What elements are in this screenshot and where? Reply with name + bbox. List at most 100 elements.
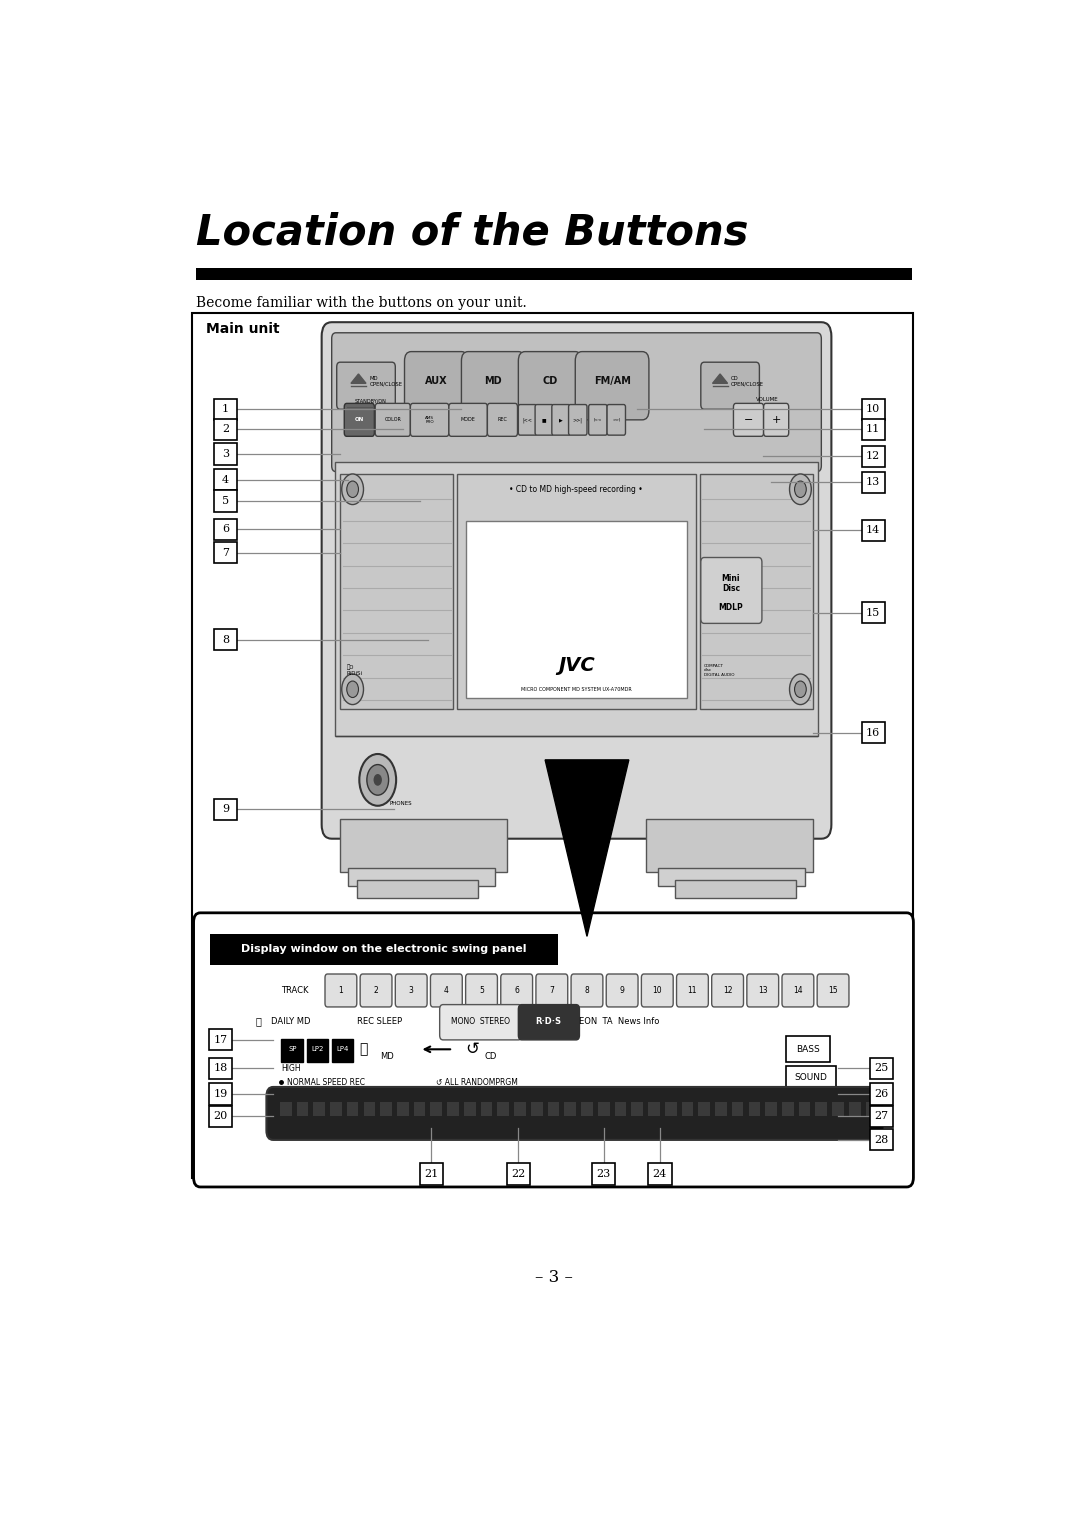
Text: CD: CD	[485, 1051, 497, 1060]
FancyBboxPatch shape	[208, 1030, 232, 1050]
Text: 6: 6	[514, 986, 519, 995]
Text: 21: 21	[424, 1169, 438, 1180]
FancyBboxPatch shape	[571, 973, 603, 1007]
FancyBboxPatch shape	[332, 1039, 353, 1062]
Text: 9: 9	[620, 986, 624, 995]
Polygon shape	[545, 759, 629, 937]
FancyBboxPatch shape	[322, 322, 832, 839]
Text: >>|: >>|	[612, 417, 621, 422]
Bar	[397, 1102, 408, 1117]
Circle shape	[789, 674, 811, 704]
FancyBboxPatch shape	[862, 419, 885, 440]
Text: |<<: |<<	[523, 417, 532, 423]
Text: 23: 23	[596, 1169, 611, 1180]
Text: 11: 11	[866, 425, 880, 434]
Text: 10: 10	[652, 986, 662, 995]
Text: 28: 28	[875, 1135, 889, 1144]
FancyBboxPatch shape	[208, 1083, 232, 1105]
FancyBboxPatch shape	[862, 446, 885, 468]
Circle shape	[347, 481, 359, 498]
Text: ON: ON	[354, 417, 364, 422]
Text: 12: 12	[723, 986, 732, 995]
Circle shape	[367, 764, 389, 795]
Bar	[833, 1102, 843, 1117]
FancyBboxPatch shape	[208, 1057, 232, 1079]
Text: MONO  STEREO: MONO STEREO	[451, 1016, 510, 1025]
Text: 26: 26	[875, 1089, 889, 1099]
FancyBboxPatch shape	[818, 973, 849, 1007]
Text: 9: 9	[221, 804, 229, 814]
FancyBboxPatch shape	[501, 973, 532, 1007]
Text: LP4: LP4	[336, 1047, 349, 1053]
Text: +: +	[771, 414, 781, 425]
Text: 4: 4	[444, 986, 449, 995]
FancyBboxPatch shape	[214, 799, 238, 821]
FancyBboxPatch shape	[345, 403, 375, 437]
Text: MODE: MODE	[461, 417, 475, 422]
FancyBboxPatch shape	[786, 1036, 829, 1062]
Polygon shape	[351, 374, 366, 384]
FancyBboxPatch shape	[862, 723, 885, 744]
Text: 3: 3	[408, 986, 414, 995]
FancyBboxPatch shape	[518, 405, 537, 435]
Text: |<<: |<<	[594, 417, 602, 422]
Circle shape	[795, 481, 807, 498]
Text: 24: 24	[652, 1169, 667, 1180]
Text: LP2: LP2	[311, 1047, 324, 1053]
FancyBboxPatch shape	[642, 973, 673, 1007]
Text: ⏻: ⏻	[256, 1016, 261, 1027]
FancyBboxPatch shape	[340, 474, 454, 709]
Text: 15: 15	[828, 986, 838, 995]
Text: ↺ ALL RANDOMPRGM: ↺ ALL RANDOMPRGM	[436, 1077, 518, 1086]
Circle shape	[341, 674, 364, 704]
Text: Display window on the electronic swing panel: Display window on the electronic swing p…	[241, 944, 527, 955]
FancyBboxPatch shape	[395, 973, 427, 1007]
FancyBboxPatch shape	[440, 1004, 522, 1041]
Text: 18: 18	[213, 1063, 228, 1073]
FancyBboxPatch shape	[349, 868, 495, 886]
Text: 5: 5	[221, 497, 229, 506]
FancyBboxPatch shape	[869, 1106, 893, 1128]
FancyBboxPatch shape	[193, 912, 914, 1187]
Bar	[280, 1102, 292, 1117]
FancyBboxPatch shape	[862, 399, 885, 420]
FancyBboxPatch shape	[457, 474, 696, 709]
Text: 11: 11	[688, 986, 698, 995]
FancyBboxPatch shape	[410, 403, 449, 437]
Bar	[615, 1102, 626, 1117]
Bar	[431, 1102, 442, 1117]
FancyBboxPatch shape	[658, 868, 805, 886]
Bar	[648, 1102, 660, 1117]
FancyBboxPatch shape	[325, 973, 356, 1007]
Text: 19: 19	[213, 1089, 228, 1099]
Text: PHONES: PHONES	[390, 801, 413, 807]
FancyBboxPatch shape	[449, 403, 487, 437]
Bar	[380, 1102, 392, 1117]
FancyBboxPatch shape	[340, 819, 508, 871]
FancyBboxPatch shape	[862, 472, 885, 494]
FancyBboxPatch shape	[461, 351, 525, 420]
Bar	[632, 1102, 643, 1117]
FancyBboxPatch shape	[786, 1067, 836, 1091]
Bar	[565, 1102, 576, 1117]
Bar	[514, 1102, 526, 1117]
Text: VOLUME: VOLUME	[756, 397, 779, 402]
Text: 8: 8	[584, 986, 590, 995]
Text: 6: 6	[221, 524, 229, 535]
Text: SOUND: SOUND	[795, 1073, 827, 1082]
FancyBboxPatch shape	[648, 1163, 672, 1184]
FancyBboxPatch shape	[337, 362, 395, 410]
Text: −: −	[744, 414, 753, 425]
FancyBboxPatch shape	[282, 1039, 303, 1062]
Text: SP: SP	[288, 1047, 297, 1053]
Text: ▶: ▶	[559, 417, 563, 422]
Text: CD: CD	[542, 376, 557, 387]
Text: ↺: ↺	[465, 1041, 480, 1059]
FancyBboxPatch shape	[869, 1129, 893, 1151]
Text: 5: 5	[480, 986, 484, 995]
FancyBboxPatch shape	[701, 362, 759, 410]
FancyBboxPatch shape	[356, 880, 478, 897]
FancyBboxPatch shape	[335, 461, 818, 736]
Text: • CD to MD high-speed recording •: • CD to MD high-speed recording •	[510, 484, 643, 494]
FancyBboxPatch shape	[862, 520, 885, 541]
